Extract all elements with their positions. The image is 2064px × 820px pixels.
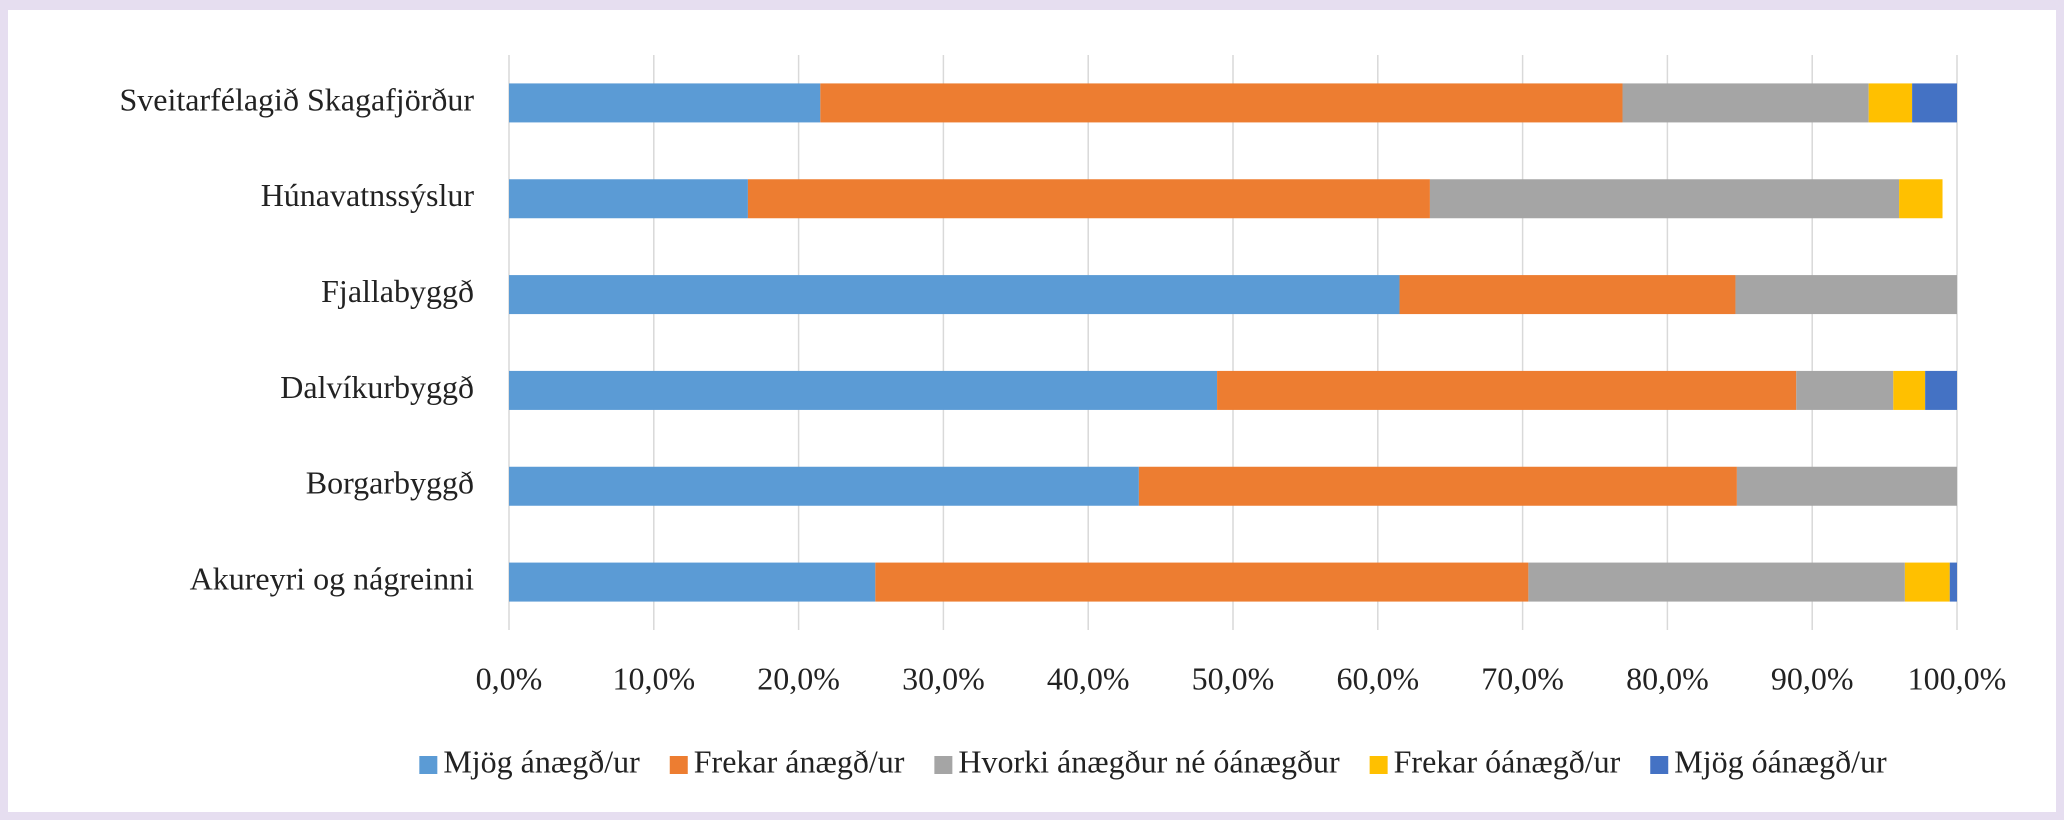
bar-segment [509,83,821,123]
x-tick-label: 80,0% [1626,660,1709,696]
x-tick-label: 70,0% [1481,660,1564,696]
y-tick-label: Dalvíkurbyggð [280,369,474,405]
y-tick-label: Sveitarfélagið Skagafjörður [119,81,474,117]
bar-segment [1736,466,1957,506]
legend-swatch [669,756,688,774]
bar-segment [875,562,1529,602]
bar-segment [1138,466,1737,506]
x-tick-label: 50,0% [1192,660,1275,696]
legend-label: Frekar óánægð/ur [1394,743,1621,779]
legend-label: Mjög ánægð/ur [443,743,640,779]
bar-segment [509,275,1400,315]
bar-segment [1528,562,1905,602]
x-tick-label: 20,0% [757,660,840,696]
panel [8,10,2056,812]
bar-segment [1622,83,1869,123]
x-tick-label: 100,0% [1908,660,2007,696]
bar-segment [1925,370,1957,410]
legend-swatch [1369,756,1388,774]
x-tick-label: 40,0% [1047,660,1130,696]
bar-segment [1217,370,1797,410]
x-tick-label: 60,0% [1336,660,1419,696]
y-tick-label: Borgarbyggð [306,465,474,501]
bar-segment [820,83,1623,123]
x-tick-label: 30,0% [902,660,985,696]
y-tick-label: Fjallabyggð [321,273,474,309]
x-tick-label: 90,0% [1771,660,1854,696]
bar-segment [1904,562,1950,602]
x-tick-label: 10,0% [612,660,695,696]
legend-label: Frekar ánægð/ur [694,743,905,779]
bar-segment [1868,83,1913,123]
legend-swatch [1650,756,1669,774]
y-tick-label: Akureyri og nágreinni [190,560,474,596]
bar-segment [1893,370,1926,410]
x-tick-label: 0,0% [476,660,543,696]
bar-segment [509,370,1218,410]
bar-segment [509,179,748,219]
y-tick-label: Húnavatnssýslur [261,177,475,213]
legend-swatch [419,756,438,774]
bar-segment [1429,179,1900,219]
bar-segment [509,562,876,602]
legend-label: Mjög óánægð/ur [1674,743,1887,779]
bar-segment [1735,275,1957,315]
legend-label: Hvorki ánægður né óánægður [958,743,1340,779]
legend-swatch [934,756,953,774]
bar-segment [1899,179,1943,219]
bar-segment [509,466,1139,506]
bar-segment [1399,275,1736,315]
bar-segment [1912,83,1957,123]
bar-segment [1796,370,1894,410]
bar-segment [747,179,1430,219]
bar-segment [1949,562,1957,602]
